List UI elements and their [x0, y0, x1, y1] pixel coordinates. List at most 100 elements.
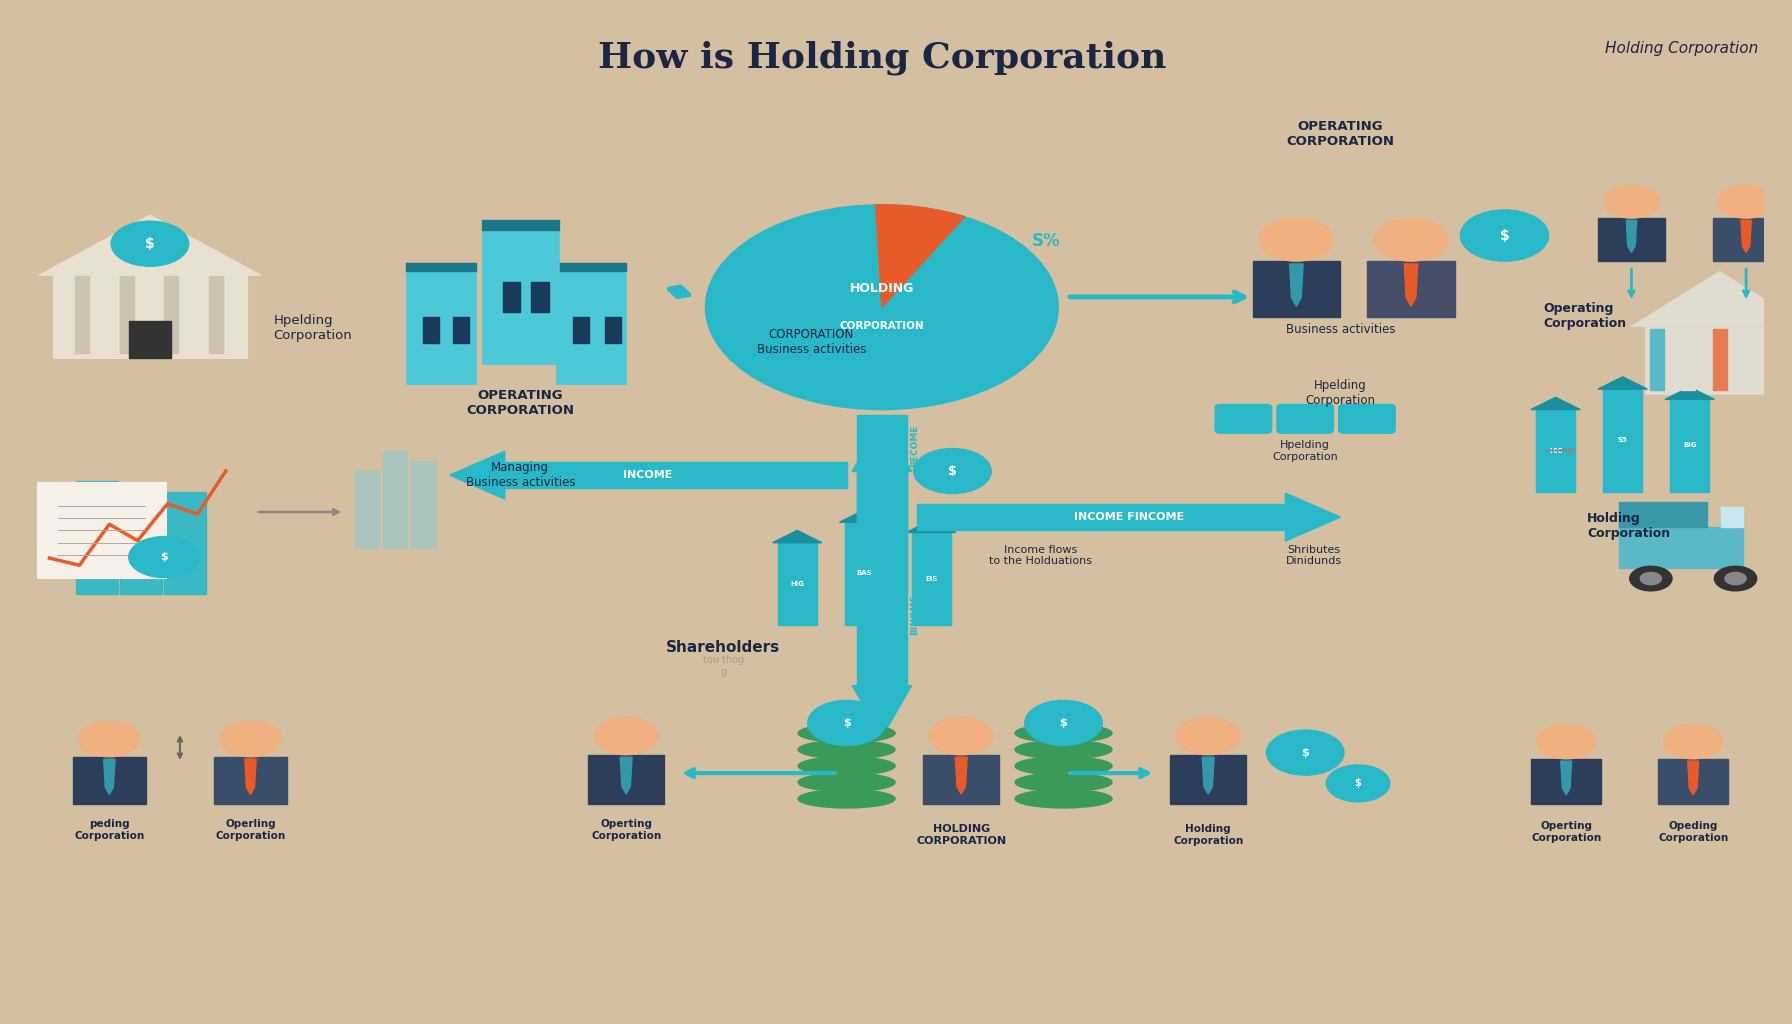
FancyBboxPatch shape [1744, 329, 1758, 390]
Polygon shape [1598, 377, 1647, 389]
Text: Operting
Corporation: Operting Corporation [591, 819, 661, 841]
Text: EIS: EIS [925, 575, 937, 582]
Text: Hpelding
Corporation: Hpelding Corporation [1272, 440, 1339, 462]
FancyBboxPatch shape [1658, 759, 1727, 804]
Text: Operting
Corporation: Operting Corporation [1530, 821, 1602, 843]
FancyBboxPatch shape [1620, 502, 1708, 527]
Text: peding
Corporation: peding Corporation [73, 819, 145, 841]
FancyBboxPatch shape [912, 532, 952, 625]
Text: $: $ [842, 718, 851, 728]
FancyBboxPatch shape [1722, 507, 1742, 527]
FancyBboxPatch shape [482, 220, 559, 230]
FancyBboxPatch shape [556, 263, 625, 271]
Polygon shape [104, 759, 115, 795]
FancyBboxPatch shape [75, 481, 118, 594]
Ellipse shape [797, 724, 894, 742]
FancyBboxPatch shape [844, 522, 883, 625]
Text: How is Holding Corporation: How is Holding Corporation [597, 41, 1167, 76]
Ellipse shape [1014, 773, 1113, 792]
Text: $: $ [145, 237, 154, 251]
Text: tou thog
g: tou thog g [702, 655, 744, 677]
Text: CORPORATION
Business activities: CORPORATION Business activities [756, 328, 866, 355]
Polygon shape [620, 757, 633, 794]
Polygon shape [1202, 757, 1215, 794]
Text: HIG: HIG [790, 581, 805, 587]
FancyBboxPatch shape [54, 275, 247, 358]
Text: CORPORATION: CORPORATION [840, 321, 925, 331]
Text: Opeding
Corporation: Opeding Corporation [1658, 821, 1727, 843]
FancyBboxPatch shape [165, 492, 206, 594]
Polygon shape [1405, 264, 1417, 306]
Polygon shape [955, 757, 968, 794]
FancyBboxPatch shape [1670, 399, 1710, 492]
Text: Shributes
Dinidunds: Shributes Dinidunds [1287, 545, 1342, 566]
FancyBboxPatch shape [505, 462, 846, 488]
FancyBboxPatch shape [1604, 389, 1641, 492]
Ellipse shape [1014, 740, 1113, 759]
Polygon shape [853, 420, 912, 471]
Polygon shape [853, 686, 912, 737]
Circle shape [1663, 725, 1722, 759]
Circle shape [1726, 572, 1745, 585]
FancyBboxPatch shape [482, 230, 559, 364]
Text: S5: S5 [1618, 437, 1627, 443]
Text: Holding
Corporation: Holding Corporation [1174, 824, 1244, 846]
FancyBboxPatch shape [588, 755, 665, 804]
FancyBboxPatch shape [918, 504, 1285, 530]
Circle shape [928, 718, 993, 755]
FancyBboxPatch shape [504, 282, 520, 312]
FancyBboxPatch shape [120, 275, 134, 353]
Circle shape [129, 537, 199, 578]
Text: BAS: BAS [857, 570, 873, 577]
FancyBboxPatch shape [38, 482, 167, 578]
Text: Managing
Business activities: Managing Business activities [466, 461, 575, 488]
Text: Operating
Corporation: Operating Corporation [1543, 302, 1627, 330]
FancyBboxPatch shape [1339, 404, 1396, 433]
Text: INCOME: INCOME [624, 470, 672, 480]
FancyBboxPatch shape [355, 471, 380, 548]
Circle shape [79, 721, 140, 757]
Text: Holding
Corporation: Holding Corporation [1588, 512, 1670, 540]
Polygon shape [1665, 387, 1715, 399]
Text: INCOME FINCOME: INCOME FINCOME [1073, 512, 1185, 522]
Text: S%: S% [1032, 231, 1061, 250]
Polygon shape [450, 452, 505, 499]
Text: Hpelding
Corporation: Hpelding Corporation [274, 313, 353, 342]
FancyBboxPatch shape [405, 263, 477, 271]
Text: BINOME: BINOME [910, 594, 919, 635]
FancyBboxPatch shape [1681, 329, 1695, 390]
FancyBboxPatch shape [405, 271, 477, 384]
Circle shape [111, 221, 188, 266]
FancyBboxPatch shape [1253, 261, 1340, 317]
Text: HOLDING
CORPORATION: HOLDING CORPORATION [916, 824, 1007, 846]
FancyBboxPatch shape [923, 755, 1000, 804]
Text: Business activities: Business activities [1285, 323, 1396, 336]
Polygon shape [772, 530, 823, 543]
Ellipse shape [797, 773, 894, 792]
FancyBboxPatch shape [556, 271, 625, 384]
Circle shape [1326, 765, 1391, 802]
Circle shape [1604, 185, 1659, 218]
Text: Shareholders: Shareholders [667, 640, 780, 655]
FancyBboxPatch shape [1536, 410, 1575, 492]
Text: $: $ [948, 465, 957, 477]
Text: BIG: BIG [1683, 442, 1697, 449]
Polygon shape [1740, 220, 1751, 253]
FancyBboxPatch shape [606, 317, 620, 343]
FancyBboxPatch shape [75, 275, 90, 353]
Text: OPERATING
CORPORATION: OPERATING CORPORATION [466, 389, 573, 417]
Circle shape [1176, 718, 1240, 755]
Polygon shape [39, 215, 262, 275]
FancyBboxPatch shape [1367, 261, 1455, 317]
Text: Operling
Corporation: Operling Corporation [215, 819, 285, 841]
FancyBboxPatch shape [120, 507, 163, 594]
Circle shape [1260, 218, 1333, 261]
Ellipse shape [797, 757, 894, 775]
FancyBboxPatch shape [1532, 759, 1600, 804]
Text: HOLDING: HOLDING [849, 283, 914, 295]
Ellipse shape [1014, 757, 1113, 775]
Polygon shape [839, 510, 889, 522]
Polygon shape [1561, 761, 1572, 795]
FancyBboxPatch shape [383, 451, 407, 548]
Polygon shape [1530, 397, 1581, 410]
